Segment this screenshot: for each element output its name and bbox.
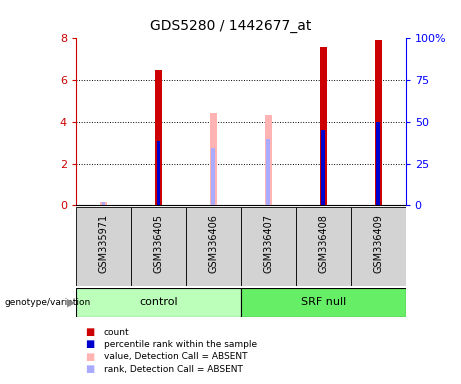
Text: genotype/variation: genotype/variation <box>5 298 91 307</box>
Bar <box>101 202 106 205</box>
Text: GSM336405: GSM336405 <box>154 214 164 273</box>
Bar <box>376 122 380 205</box>
Text: GSM336408: GSM336408 <box>318 214 328 273</box>
Bar <box>210 113 217 205</box>
Bar <box>321 130 325 205</box>
Text: ■: ■ <box>85 364 95 374</box>
Text: GSM336407: GSM336407 <box>263 214 273 273</box>
Text: GDS5280 / 1442677_at: GDS5280 / 1442677_at <box>150 19 311 33</box>
Bar <box>76 207 131 286</box>
Text: GSM335971: GSM335971 <box>99 214 108 273</box>
Bar <box>186 207 241 286</box>
Bar <box>265 114 272 205</box>
Bar <box>155 70 162 205</box>
Bar <box>241 207 296 286</box>
Bar <box>76 288 241 317</box>
Bar <box>296 207 351 286</box>
Bar <box>375 40 382 205</box>
Text: GSM336409: GSM336409 <box>373 214 383 273</box>
Bar <box>100 202 107 205</box>
Text: percentile rank within the sample: percentile rank within the sample <box>104 340 257 349</box>
Bar <box>241 288 406 317</box>
Bar <box>351 207 406 286</box>
Text: ■: ■ <box>85 339 95 349</box>
Text: value, Detection Call = ABSENT: value, Detection Call = ABSENT <box>104 352 247 361</box>
Bar <box>131 207 186 286</box>
Text: count: count <box>104 328 130 337</box>
Bar <box>212 148 215 205</box>
Text: SRF null: SRF null <box>301 297 346 308</box>
Text: ▶: ▶ <box>67 297 76 308</box>
Bar <box>157 141 160 205</box>
Text: GSM336406: GSM336406 <box>208 214 219 273</box>
Text: control: control <box>139 297 178 308</box>
Bar <box>320 47 326 205</box>
Text: ■: ■ <box>85 327 95 337</box>
Text: ■: ■ <box>85 352 95 362</box>
Text: rank, Detection Call = ABSENT: rank, Detection Call = ABSENT <box>104 364 242 374</box>
Bar <box>266 139 270 205</box>
